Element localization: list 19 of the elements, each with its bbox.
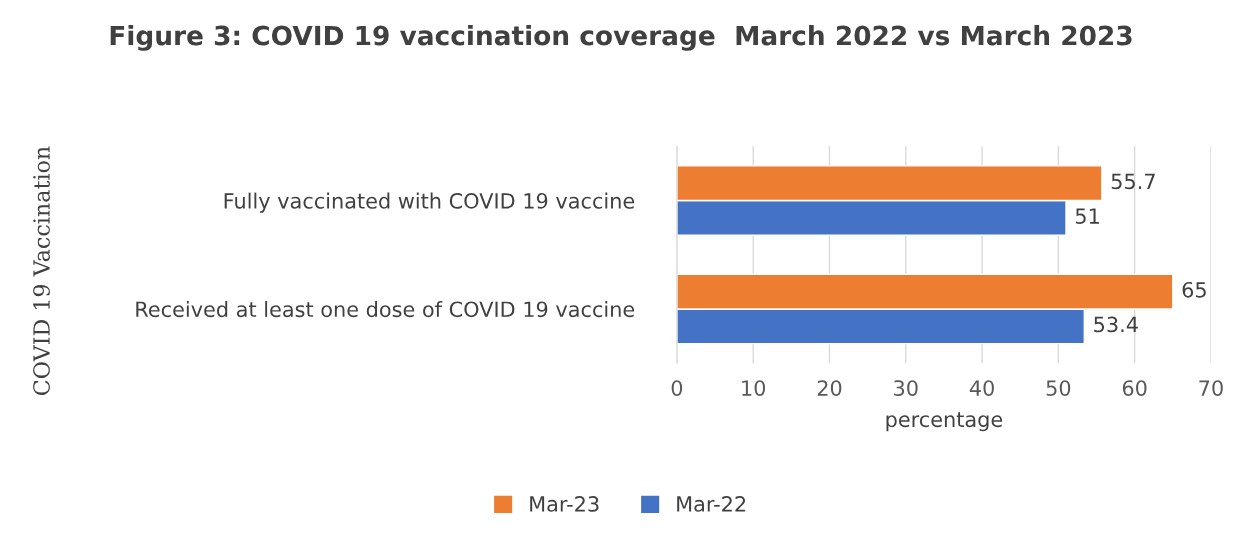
chart-title: Figure 3: COVID 19 vaccination coverage March 2022 vs March 2023 [110,25,1132,51]
y-tick-label: Fully vaccinated with COVID 19 vaccine [224,192,635,213]
x-tick-label: 0 [671,380,683,396]
x-tick-label: 10 [742,380,766,396]
legend-label: Mar-23 [530,496,599,512]
x-tick-label: 70 [1199,380,1223,396]
x-tick-label: 20 [817,380,842,396]
legend-label: Mar-22 [677,496,746,512]
x-tick-label: 50 [1046,380,1071,396]
x-tick-label: 40 [969,380,994,396]
data-label: 55.7 [1111,173,1155,190]
x-tick-label: 30 [894,380,918,396]
data-label: 51 [1075,208,1099,224]
y-tick-label: Received at least one dose of COVID 19 vaccine [136,301,635,318]
x-tick-label: 60 [1122,380,1147,396]
data-label: 65 [1182,281,1206,298]
data-label: 53.4 [1094,316,1138,333]
x-axis-title: percentage [886,412,1003,432]
y-axis-title: COVID 19 Vaccination [33,146,50,395]
